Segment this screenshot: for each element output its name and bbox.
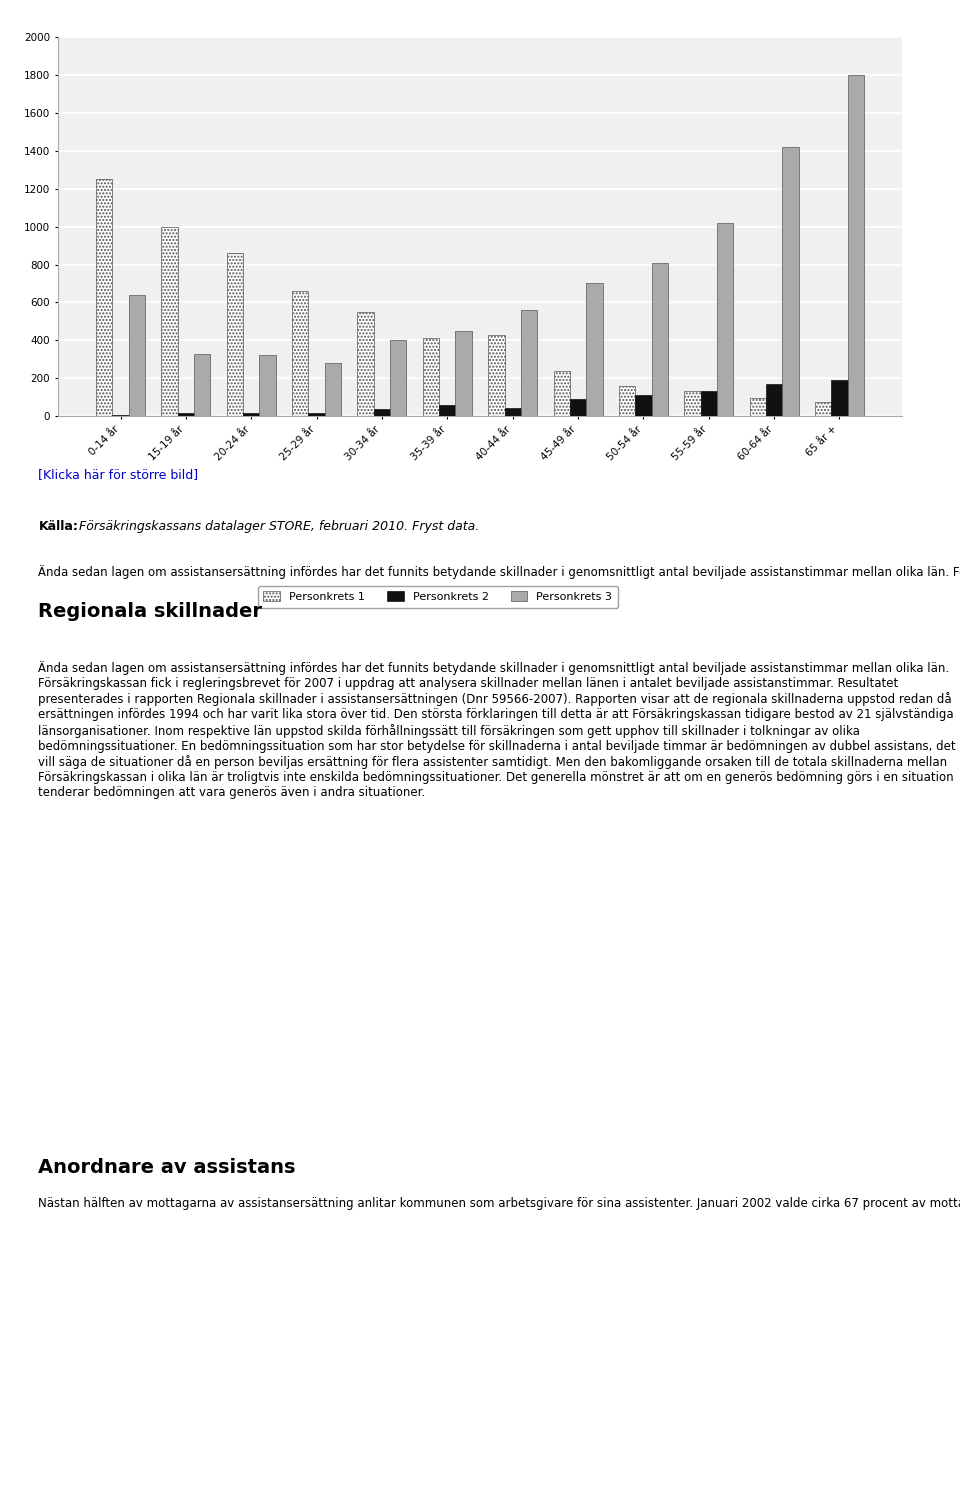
Bar <box>717 223 733 416</box>
Bar <box>324 363 341 416</box>
Bar <box>505 407 521 416</box>
Bar <box>815 401 831 416</box>
Text: Nästan hälften av mottagarna av assistansersättning anlitar kommunen som arbetsg: Nästan hälften av mottagarna av assistan… <box>38 1196 960 1210</box>
Bar <box>96 180 112 416</box>
Bar <box>831 380 848 416</box>
Bar <box>357 312 373 416</box>
Bar <box>848 76 864 416</box>
Bar <box>439 404 455 416</box>
Bar <box>652 263 668 416</box>
Text: Försäkringskassans datalager STORE, februari 2010. Fryst data.: Försäkringskassans datalager STORE, febr… <box>75 520 479 533</box>
Bar <box>701 391 717 416</box>
Bar <box>227 253 243 416</box>
Bar <box>521 311 538 416</box>
Text: Anordnare av assistans: Anordnare av assistans <box>38 1158 296 1177</box>
Bar <box>684 391 701 416</box>
Bar <box>259 355 276 416</box>
Legend: Personkrets 1, Personkrets 2, Personkrets 3: Personkrets 1, Personkrets 2, Personkret… <box>258 585 617 608</box>
Bar <box>129 294 145 416</box>
Text: Ända sedan lagen om assistansersättning infördes har det funnits betydande skill: Ända sedan lagen om assistansersättning … <box>38 565 960 578</box>
Bar <box>243 413 259 416</box>
Text: [Klicka här för större bild]: [Klicka här för större bild] <box>38 468 199 481</box>
Bar <box>750 398 766 416</box>
Text: Källa:: Källa: <box>38 520 79 533</box>
Bar <box>373 410 390 416</box>
Bar <box>570 400 587 416</box>
Bar <box>390 340 406 416</box>
Bar <box>636 395 652 416</box>
Bar <box>161 226 178 416</box>
Bar <box>489 334 505 416</box>
Bar <box>422 339 439 416</box>
Bar <box>554 370 570 416</box>
Text: Regionala skillnader: Regionala skillnader <box>38 602 262 621</box>
Bar <box>178 413 194 416</box>
Bar <box>766 383 782 416</box>
Bar <box>292 291 308 416</box>
Bar <box>308 413 324 416</box>
Bar <box>587 284 603 416</box>
Bar <box>782 147 799 416</box>
Bar <box>194 354 210 416</box>
Text: Ända sedan lagen om assistansersättning infördes har det funnits betydande skill: Ända sedan lagen om assistansersättning … <box>38 661 956 799</box>
Bar <box>619 386 636 416</box>
Bar <box>455 331 471 416</box>
